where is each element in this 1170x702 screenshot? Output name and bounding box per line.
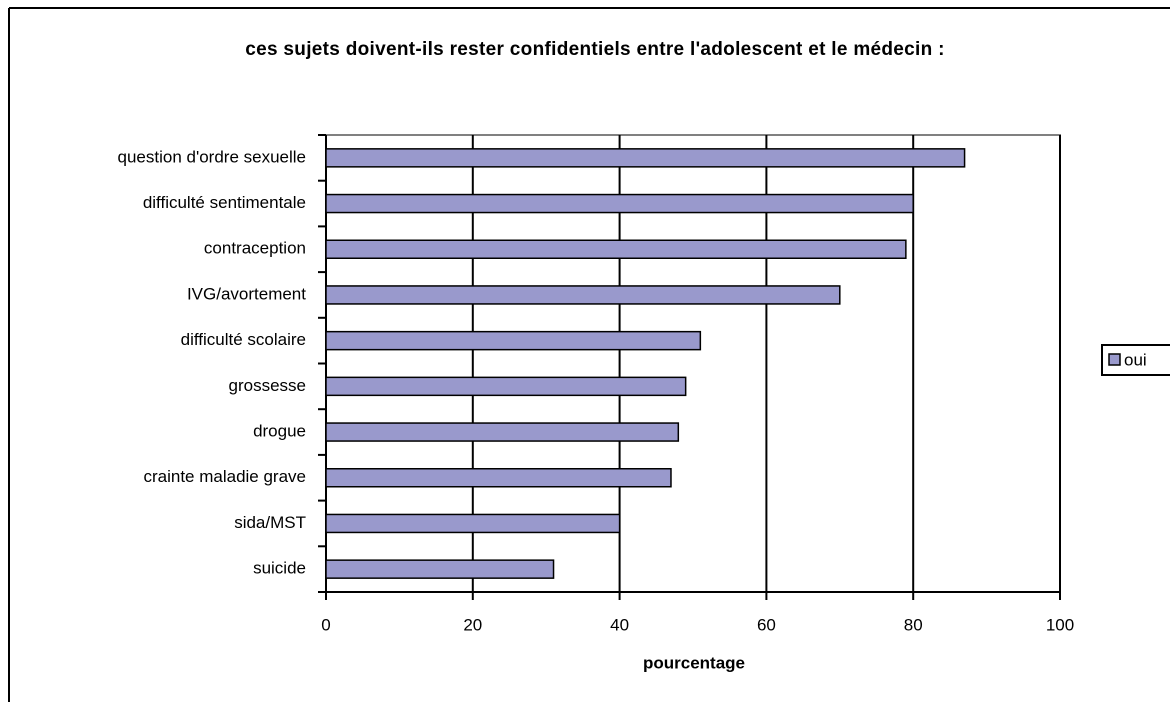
bar [325,422,680,442]
bar [325,239,907,259]
y-tick-label: crainte maladie grave [143,467,306,486]
y-tick-label: difficulté sentimentale [143,193,306,212]
y-tick-label: question d'ordre sexuelle [118,147,306,166]
y-tick-label: suicide [253,559,306,578]
legend-box [1101,344,1170,376]
legend-label: oui [1124,350,1147,369]
x-tick-label: 100 [1046,615,1074,634]
x-tick-label: 80 [904,615,923,634]
x-tick-label: 0 [321,615,330,634]
bar [325,376,687,397]
y-tick-label: difficulté scolaire [181,330,306,349]
y-tick-label: contraception [204,239,306,258]
bar [325,468,672,488]
bar [325,559,555,579]
bar [325,285,841,305]
y-tick-label: drogue [253,422,306,441]
chart-title: ces sujets doivent-ils rester confidenti… [245,39,945,60]
bar [325,148,966,168]
bar [325,513,621,534]
y-tick-label: IVG/avortement [187,284,306,303]
x-tick-label: 20 [463,615,482,634]
legend-swatch [1108,353,1121,366]
y-tick-label: sida/MST [234,513,306,532]
y-tick-label: grossesse [229,376,306,395]
x-tick-label: 60 [757,615,776,634]
x-axis-label: pourcentage [643,653,745,672]
x-tick-label: 40 [610,615,629,634]
bar [325,330,702,351]
bar [325,193,914,214]
